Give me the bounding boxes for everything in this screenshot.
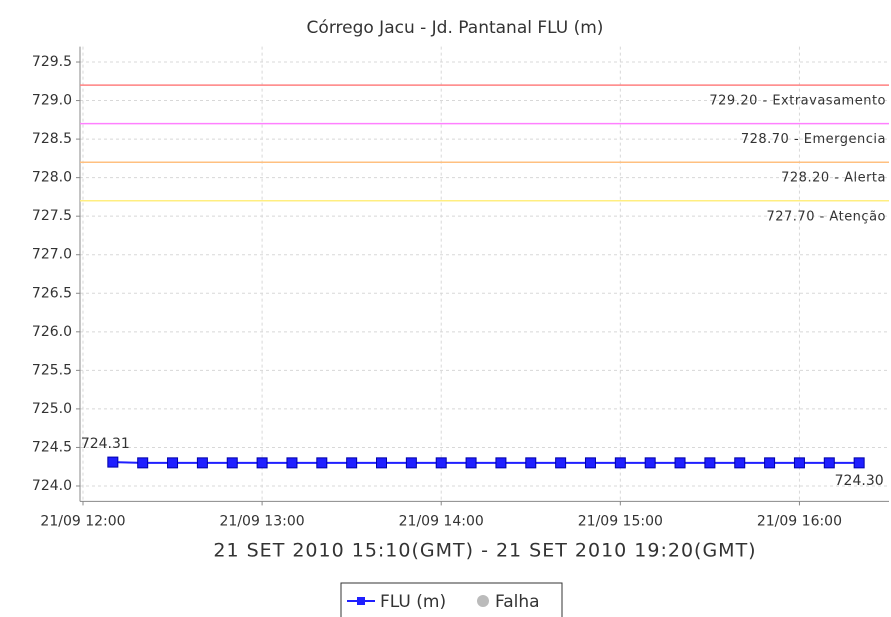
x-tick-label: 21/09 14:00 xyxy=(399,513,484,529)
data-point xyxy=(614,457,626,469)
threshold-label: 728.20 - Alerta xyxy=(781,171,886,186)
threshold-label: 729.20 - Extravasamento xyxy=(709,94,886,109)
data-label: 724.30 xyxy=(835,473,884,489)
data-point xyxy=(823,457,835,469)
data-point xyxy=(555,457,567,469)
data-point xyxy=(704,457,716,469)
y-tick-label: 725.0 xyxy=(32,401,72,417)
data-point xyxy=(137,457,149,469)
data-point xyxy=(793,457,805,469)
y-tick-label: 724.0 xyxy=(32,478,72,494)
data-point xyxy=(405,457,417,469)
series-line xyxy=(112,461,860,464)
legend-marker xyxy=(477,595,489,607)
data-point xyxy=(525,457,537,469)
x-tick-label: 21/09 12:00 xyxy=(40,513,125,529)
y-tick-label: 726.0 xyxy=(32,324,72,340)
y-tick-label: 728.5 xyxy=(32,131,72,147)
data-point xyxy=(226,457,238,469)
y-tick-label: 729.0 xyxy=(32,93,72,109)
y-tick-label: 726.5 xyxy=(32,285,72,301)
legend-label: Falha xyxy=(495,592,540,612)
threshold-label: 728.70 - Emergencia xyxy=(741,132,886,147)
y-tick-label: 729.5 xyxy=(32,54,72,70)
data-label: 724.31 xyxy=(81,436,130,452)
data-point xyxy=(107,456,119,468)
data-point xyxy=(465,457,477,469)
data-point xyxy=(495,457,507,469)
legend-marker xyxy=(357,597,365,605)
data-point xyxy=(286,457,298,469)
y-tick-label: 727.0 xyxy=(32,247,72,263)
data-point xyxy=(346,457,358,469)
x-tick-label: 21/09 15:00 xyxy=(578,513,663,529)
data-point xyxy=(435,457,447,469)
data-point xyxy=(256,457,268,469)
data-point xyxy=(376,457,388,469)
data-point xyxy=(853,457,865,469)
data-point xyxy=(764,457,776,469)
data-point xyxy=(644,457,656,469)
chart-title: Córrego Jacu - Jd. Pantanal FLU (m) xyxy=(307,18,604,38)
data-point xyxy=(734,457,746,469)
chart-subtitle: 21 SET 2010 15:10(GMT) - 21 SET 2010 19:… xyxy=(213,540,756,562)
data-point xyxy=(584,457,596,469)
data-point xyxy=(167,457,179,469)
threshold-label: 727.70 - Atenção xyxy=(766,209,886,224)
y-tick-label: 728.0 xyxy=(32,170,72,186)
y-tick-label: 727.5 xyxy=(32,208,72,224)
legend-box xyxy=(340,582,563,617)
x-tick-label: 21/09 16:00 xyxy=(757,513,842,529)
data-point xyxy=(674,457,686,469)
legend-label: FLU (m) xyxy=(380,592,446,612)
data-point xyxy=(316,457,328,469)
y-tick-label: 725.5 xyxy=(32,362,72,378)
data-point xyxy=(196,457,208,469)
y-tick-label: 724.5 xyxy=(32,439,72,455)
x-tick-label: 21/09 13:00 xyxy=(220,513,305,529)
